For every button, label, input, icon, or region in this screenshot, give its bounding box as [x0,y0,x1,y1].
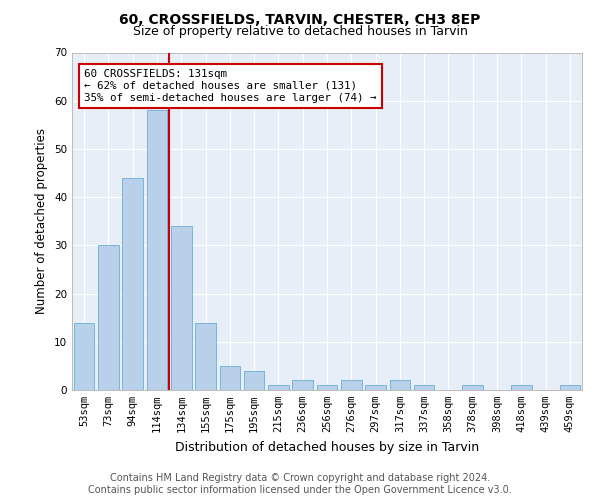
Text: Size of property relative to detached houses in Tarvin: Size of property relative to detached ho… [133,25,467,38]
Bar [146,110,167,390]
Bar [389,380,410,390]
Text: Contains HM Land Registry data © Crown copyright and database right 2024.
Contai: Contains HM Land Registry data © Crown c… [88,474,512,495]
Text: 60, CROSSFIELDS, TARVIN, CHESTER, CH3 8EP: 60, CROSSFIELDS, TARVIN, CHESTER, CH3 8E… [119,12,481,26]
Bar [341,380,362,390]
Bar [74,322,94,390]
X-axis label: Distribution of detached houses by size in Tarvin: Distribution of detached houses by size … [175,440,479,454]
Bar [98,246,119,390]
Bar [122,178,143,390]
Bar [414,385,434,390]
Bar [365,385,386,390]
Bar [560,385,580,390]
Bar [244,370,265,390]
Bar [463,385,483,390]
Bar [171,226,191,390]
Bar [317,385,337,390]
Text: 60 CROSSFIELDS: 131sqm
← 62% of detached houses are smaller (131)
35% of semi-de: 60 CROSSFIELDS: 131sqm ← 62% of detached… [84,70,377,102]
Bar [220,366,240,390]
Y-axis label: Number of detached properties: Number of detached properties [35,128,49,314]
Bar [195,322,216,390]
Bar [268,385,289,390]
Bar [292,380,313,390]
Bar [511,385,532,390]
